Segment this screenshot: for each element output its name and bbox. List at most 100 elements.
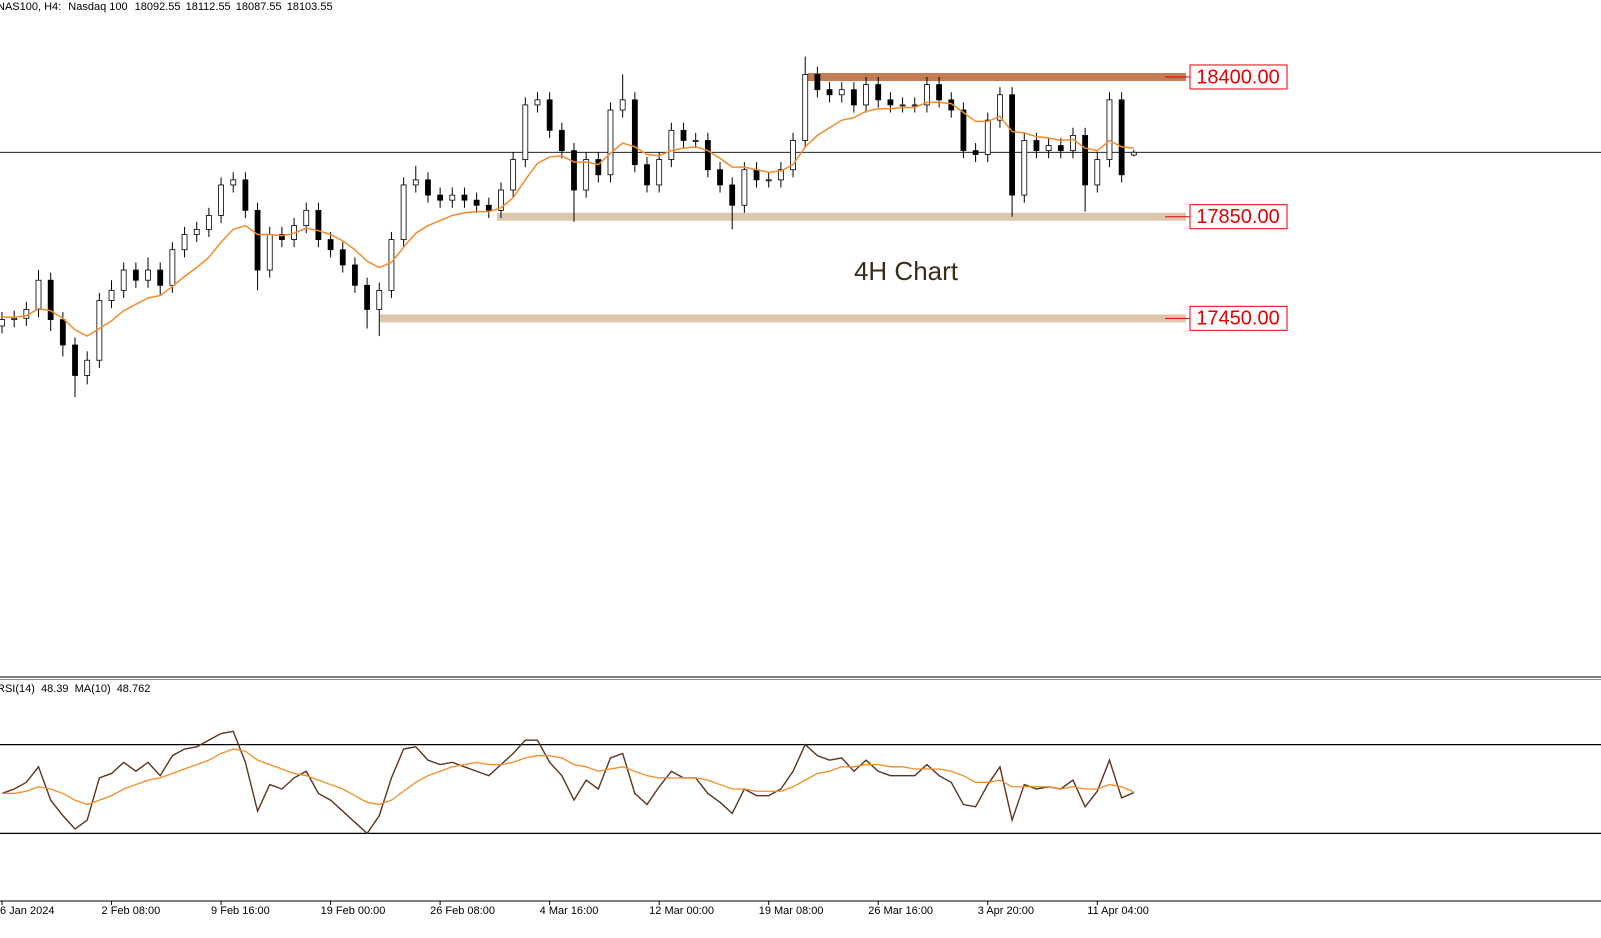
candle-body (47, 279, 54, 320)
candle-body (631, 99, 638, 166)
x-tick-label: 6 Jan 2024 (0, 905, 54, 917)
x-tick-label: 2 Feb 08:00 (102, 905, 161, 917)
candle-body (802, 74, 809, 141)
candle-body (863, 84, 869, 106)
candle-body (35, 279, 42, 310)
candle-body (485, 204, 492, 211)
x-tick-label: 19 Mar 08:00 (759, 905, 824, 917)
close-value: 18103.55 (287, 1, 333, 13)
candle-body (193, 229, 200, 235)
candle-body (364, 284, 371, 310)
candle-body (108, 289, 115, 301)
rsi-ma-line (2, 748, 1135, 806)
candle-body (984, 119, 991, 155)
candle-body (1009, 94, 1016, 196)
candle-body (412, 179, 419, 186)
candle-body (242, 179, 249, 211)
candle-body (875, 84, 882, 101)
candle-body (59, 319, 66, 346)
candle-body (899, 104, 906, 107)
candle-body (656, 159, 663, 186)
candle-body (339, 249, 346, 266)
candle-body (1057, 145, 1064, 152)
candle-body (461, 194, 468, 201)
x-tick-label: 9 Feb 16:00 (211, 905, 270, 917)
candle-body (1070, 135, 1076, 152)
candle-body (84, 359, 91, 376)
rsi-ma-value: 48.762 (117, 683, 151, 695)
candle-body (266, 234, 273, 271)
candle-body (169, 249, 176, 286)
candle-body (473, 199, 480, 206)
candle-body (181, 234, 188, 251)
candle-body (680, 129, 687, 141)
candle-body (838, 89, 845, 96)
instrument-name: Nasdaq 100 (68, 1, 127, 13)
x-tick-label: 26 Mar 16:00 (868, 905, 933, 917)
level-label-box (1189, 204, 1288, 230)
candle-body (583, 159, 590, 191)
candle-body (960, 109, 967, 152)
candle-body (425, 179, 431, 196)
candle-body (558, 129, 565, 152)
candle-body (851, 89, 857, 106)
x-tick-label: 4 Mar 16:00 (540, 905, 599, 917)
candle-body (777, 169, 784, 181)
candle-body (1094, 159, 1101, 186)
candle-body (23, 309, 30, 319)
moving-average (1, 101, 1134, 337)
x-tick-label: 3 Apr 20:00 (978, 905, 1034, 917)
candle-body (400, 184, 407, 240)
candle-body (887, 99, 894, 106)
rsi-line (1, 730, 1135, 835)
candle-body (449, 194, 456, 201)
x-tick-label: 11 Apr 04:00 (1087, 905, 1149, 917)
candle-body (729, 184, 736, 206)
candle-body (717, 169, 723, 186)
candle-body (644, 164, 650, 186)
candle-body (619, 99, 626, 111)
rsi-header: RSI(14) 48.39 MA(10) 48.762 (0, 683, 150, 695)
candle-body (790, 140, 796, 171)
candle-body (1106, 99, 1113, 160)
candle-body (546, 99, 553, 131)
chart-header: NAS100, H4: Nasdaq 100 18092.55 18112.55… (0, 1, 333, 13)
candle-body (534, 99, 541, 106)
rsi-ma-name: MA(10) (75, 683, 111, 695)
candle-body (510, 159, 517, 191)
candle-body (741, 169, 748, 206)
candle-body (692, 140, 699, 142)
candle-body (437, 194, 444, 201)
candles (0, 56, 1137, 398)
candle-body (972, 150, 979, 155)
candle-body (230, 179, 237, 186)
candle-body (765, 179, 772, 182)
candle-body (704, 140, 711, 171)
candle-body (826, 89, 833, 96)
candle-body (1021, 140, 1028, 196)
candle-body (315, 209, 322, 240)
candle-body (753, 169, 760, 181)
candle-body (376, 289, 383, 310)
candle-body (72, 344, 78, 376)
chart-annotation: 4H Chart (854, 256, 959, 286)
candle-body (327, 239, 334, 251)
candle-body (1045, 145, 1052, 152)
level-label-box (1189, 64, 1288, 90)
candle-body (1118, 99, 1125, 176)
x-tick-label: 26 Feb 08:00 (430, 905, 495, 917)
symbol: NAS100, H4: (0, 1, 61, 13)
candle-body (607, 109, 614, 176)
candle-body (911, 104, 918, 107)
level-label-box (1189, 305, 1288, 331)
candle-body (595, 159, 602, 176)
candle-body (1130, 151, 1137, 156)
candle-body (11, 317, 18, 320)
candle-body (388, 239, 395, 291)
candle-body (924, 84, 930, 106)
candle-body (218, 184, 224, 216)
candle-body (132, 269, 139, 281)
candle-body (668, 129, 675, 160)
level-label: 18400.00 (1196, 66, 1279, 88)
